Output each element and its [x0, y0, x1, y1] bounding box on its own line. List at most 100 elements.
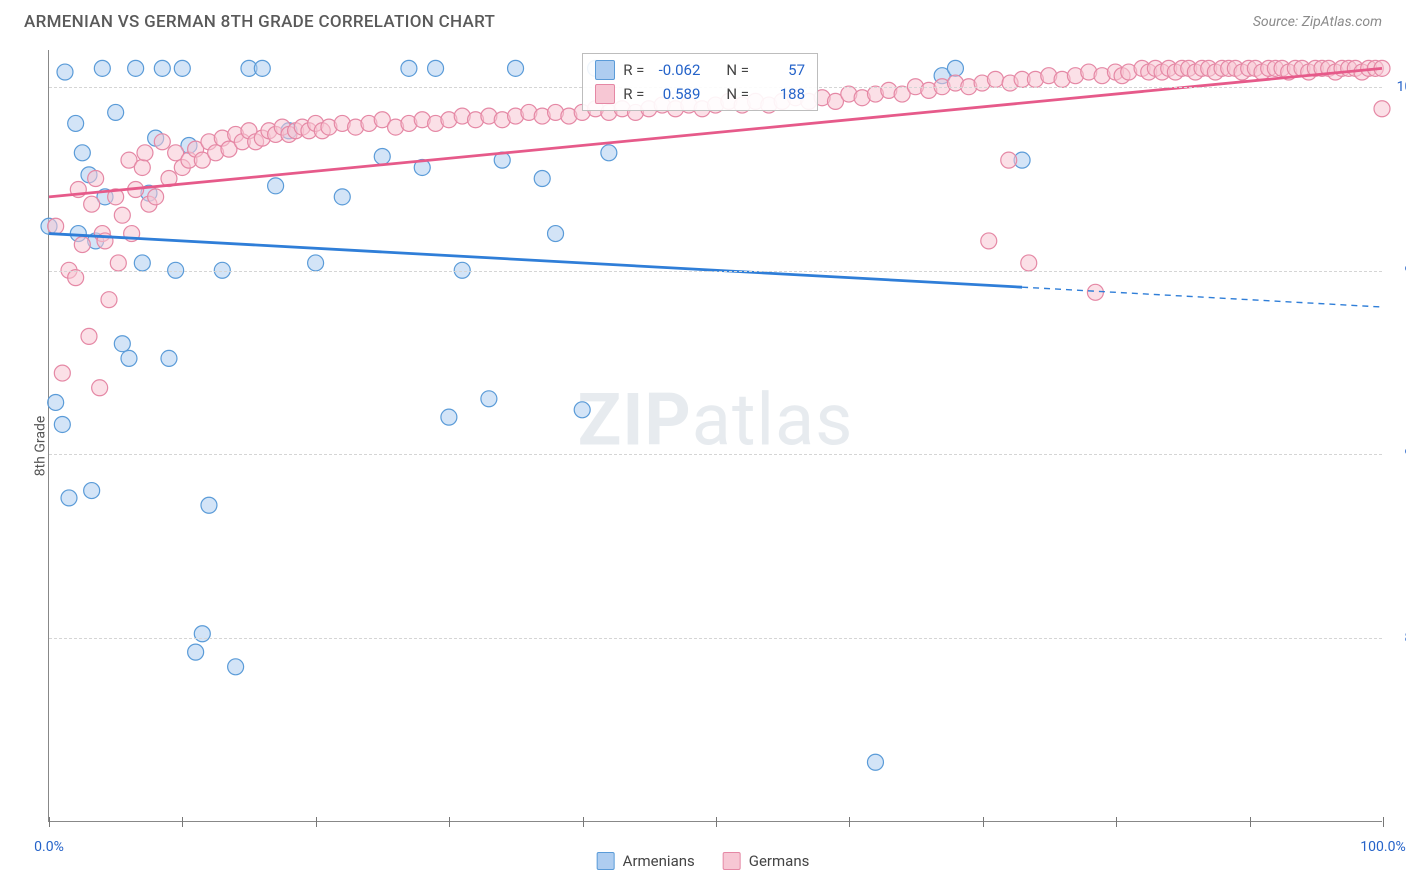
x-tick	[983, 817, 984, 827]
point	[61, 490, 77, 506]
point	[128, 60, 144, 76]
point	[54, 365, 70, 381]
n-label: N =	[726, 61, 749, 79]
gridline	[49, 454, 1382, 455]
point	[84, 483, 100, 499]
point	[81, 328, 97, 344]
swatch-icon	[595, 60, 615, 80]
point	[867, 754, 883, 770]
point	[68, 115, 84, 131]
point	[48, 218, 64, 234]
point	[84, 196, 100, 212]
legend-item-germans: Germans	[723, 852, 810, 870]
point	[401, 60, 417, 76]
x-tick	[1116, 817, 1117, 827]
x-tick	[1250, 817, 1251, 827]
point	[574, 402, 590, 418]
point	[110, 255, 126, 271]
r-value: 0.589	[652, 85, 700, 103]
y-axis-label: 8th Grade	[32, 416, 48, 477]
point	[508, 60, 524, 76]
point	[148, 189, 164, 205]
point	[154, 134, 170, 150]
point	[54, 416, 70, 432]
x-tick	[316, 817, 317, 827]
point	[1087, 284, 1103, 300]
point	[601, 145, 617, 161]
point	[268, 178, 284, 194]
point	[1374, 101, 1390, 117]
legend-label: Germans	[749, 852, 810, 870]
gridline	[49, 638, 1382, 639]
point	[137, 145, 153, 161]
chart-header: ARMENIAN VS GERMAN 8TH GRADE CORRELATION…	[0, 0, 1406, 40]
point	[101, 292, 117, 308]
point	[74, 237, 90, 253]
x-tick-label: 0.0%	[34, 839, 64, 855]
point	[154, 60, 170, 76]
chart-title: ARMENIAN VS GERMAN 8TH GRADE CORRELATION…	[24, 12, 495, 32]
point	[947, 60, 963, 76]
x-tick	[182, 817, 183, 827]
r-label: R =	[623, 85, 644, 103]
point	[201, 497, 217, 513]
point	[987, 71, 1003, 87]
x-tick	[1383, 817, 1384, 827]
chart-source: Source: ZipAtlas.com	[1253, 14, 1382, 30]
x-tick	[583, 817, 584, 827]
point	[481, 391, 497, 407]
gridline	[49, 271, 1382, 272]
point	[428, 60, 444, 76]
point	[254, 60, 270, 76]
x-tick	[849, 817, 850, 827]
point	[1021, 255, 1037, 271]
point	[981, 233, 997, 249]
x-tick	[449, 817, 450, 827]
point	[334, 189, 350, 205]
n-label: N =	[726, 85, 749, 103]
point	[48, 394, 64, 410]
point	[114, 207, 130, 223]
trend-armenians	[49, 234, 1022, 288]
point	[121, 350, 137, 366]
point	[94, 60, 110, 76]
y-tick-label: 90.0%	[1387, 446, 1406, 462]
trend-armenians-extrapolated	[1022, 287, 1382, 307]
stats-row-armenians: R =-0.062N =57	[583, 58, 817, 82]
plot-svg	[49, 50, 1382, 821]
n-value: 57	[757, 61, 805, 79]
point	[194, 626, 210, 642]
stats-row-germans: R = 0.589 N = 188	[583, 82, 817, 106]
point	[68, 270, 84, 286]
point	[57, 64, 73, 80]
point	[374, 148, 390, 164]
point	[174, 60, 190, 76]
point	[188, 644, 204, 660]
y-tick-label: 100.0%	[1387, 79, 1406, 95]
point	[308, 255, 324, 271]
point	[548, 226, 564, 242]
point	[114, 336, 130, 352]
n-value: 188	[757, 85, 805, 103]
point	[108, 104, 124, 120]
x-tick	[716, 817, 717, 827]
plot-area: ZIPatlas 85.0%90.0%95.0%100.0%0.0%100.0%…	[48, 50, 1382, 822]
swatch-icon	[595, 84, 615, 104]
point	[92, 380, 108, 396]
point	[161, 350, 177, 366]
point	[88, 171, 104, 187]
x-tick-label: 100.0%	[1360, 839, 1405, 855]
point	[534, 171, 550, 187]
point	[134, 159, 150, 175]
swatch-icon	[723, 852, 741, 870]
point	[74, 145, 90, 161]
point	[441, 409, 457, 425]
point	[134, 255, 150, 271]
y-tick-label: 95.0%	[1387, 263, 1406, 279]
x-tick	[49, 817, 50, 827]
point	[228, 659, 244, 675]
legend-item-armenians: Armenians	[597, 852, 695, 870]
y-tick-label: 85.0%	[1387, 630, 1406, 646]
swatch-icon	[597, 852, 615, 870]
legend: Armenians Germans	[597, 852, 810, 870]
